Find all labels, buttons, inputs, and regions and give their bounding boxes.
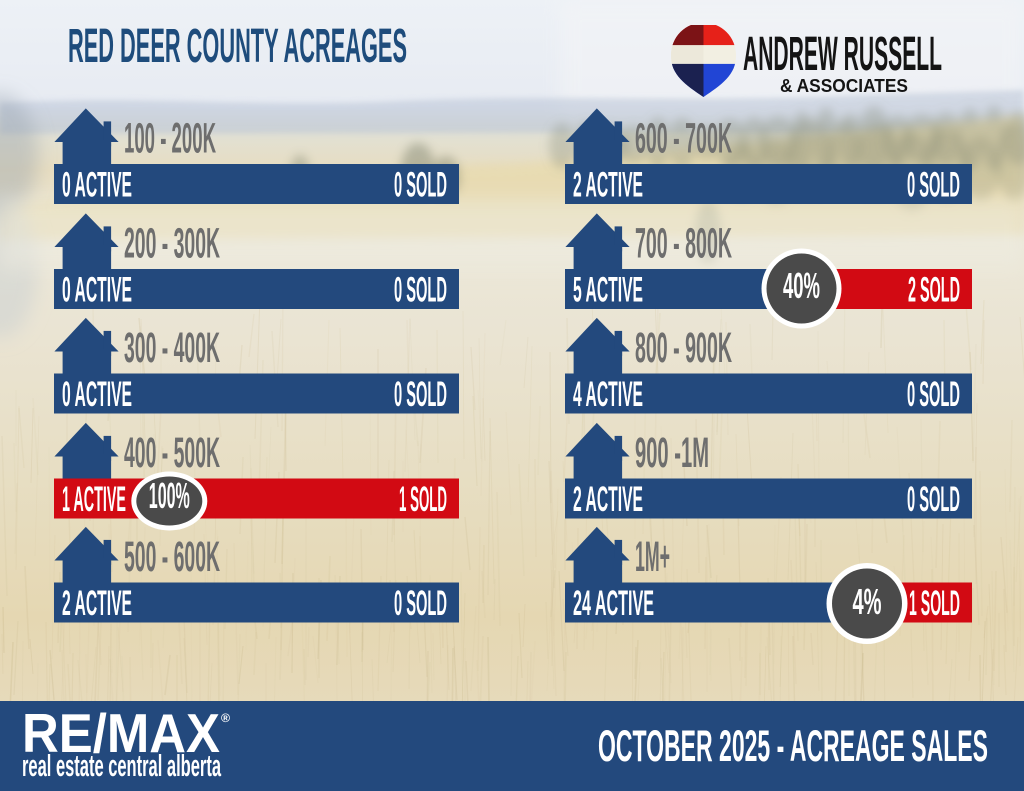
svg-text:0 ACTIVE: 0 ACTIVE <box>62 165 132 204</box>
svg-text:0 SOLD: 0 SOLD <box>394 270 447 309</box>
svg-text:1 SOLD: 1 SOLD <box>399 480 447 519</box>
svg-text:OCTOBER 2025 - ACREAGE SALES: OCTOBER 2025 - ACREAGE SALES <box>598 722 988 771</box>
svg-text:2 ACTIVE: 2 ACTIVE <box>573 165 643 204</box>
svg-text:0 SOLD: 0 SOLD <box>394 584 447 623</box>
svg-text:100 - 200K: 100 - 200K <box>124 116 216 163</box>
svg-text:0 SOLD: 0 SOLD <box>394 375 447 414</box>
svg-text:500 - 600K: 500 - 600K <box>124 534 220 581</box>
svg-text:2 ACTIVE: 2 ACTIVE <box>573 480 643 519</box>
svg-text:400 - 500K: 400 - 500K <box>124 430 220 477</box>
svg-text:0 SOLD: 0 SOLD <box>907 165 960 204</box>
svg-text:1M+: 1M+ <box>635 534 670 581</box>
svg-text:real estate central alberta: real estate central alberta <box>22 750 221 783</box>
svg-text:5 ACTIVE: 5 ACTIVE <box>573 270 643 309</box>
svg-text:RED DEER COUNTY ACREAGES: RED DEER COUNTY ACREAGES <box>68 20 407 73</box>
svg-text:700 - 800K: 700 - 800K <box>635 221 732 268</box>
svg-text:0 SOLD: 0 SOLD <box>394 165 447 204</box>
svg-text:0 SOLD: 0 SOLD <box>907 375 960 414</box>
svg-text:300 - 400K: 300 - 400K <box>124 325 220 372</box>
svg-text:®: ® <box>221 712 230 725</box>
svg-text:2 SOLD: 2 SOLD <box>908 270 960 309</box>
svg-text:40%: 40% <box>783 266 820 306</box>
svg-text:0 ACTIVE: 0 ACTIVE <box>62 375 132 414</box>
svg-text:0 SOLD: 0 SOLD <box>907 480 960 519</box>
svg-text:900 -1M: 900 -1M <box>635 430 709 477</box>
svg-text:4 ACTIVE: 4 ACTIVE <box>573 375 643 414</box>
svg-text:ANDREW RUSSELL: ANDREW RUSSELL <box>743 28 942 81</box>
svg-text:& ASSOCIATES: & ASSOCIATES <box>780 75 908 96</box>
svg-text:600 - 700K: 600 - 700K <box>635 116 732 163</box>
svg-text:24 ACTIVE: 24 ACTIVE <box>573 584 654 623</box>
svg-text:0 ACTIVE: 0 ACTIVE <box>62 270 132 309</box>
svg-text:4%: 4% <box>853 582 882 622</box>
svg-text:100%: 100% <box>149 476 190 516</box>
svg-text:800 - 900K: 800 - 900K <box>635 325 732 372</box>
svg-text:2 ACTIVE: 2 ACTIVE <box>62 584 132 623</box>
svg-text:1 SOLD: 1 SOLD <box>909 584 960 623</box>
svg-text:200 - 300K: 200 - 300K <box>124 221 220 268</box>
svg-text:1 ACTIVE: 1 ACTIVE <box>62 480 126 519</box>
svg-text:RE/MAX: RE/MAX <box>22 702 220 764</box>
